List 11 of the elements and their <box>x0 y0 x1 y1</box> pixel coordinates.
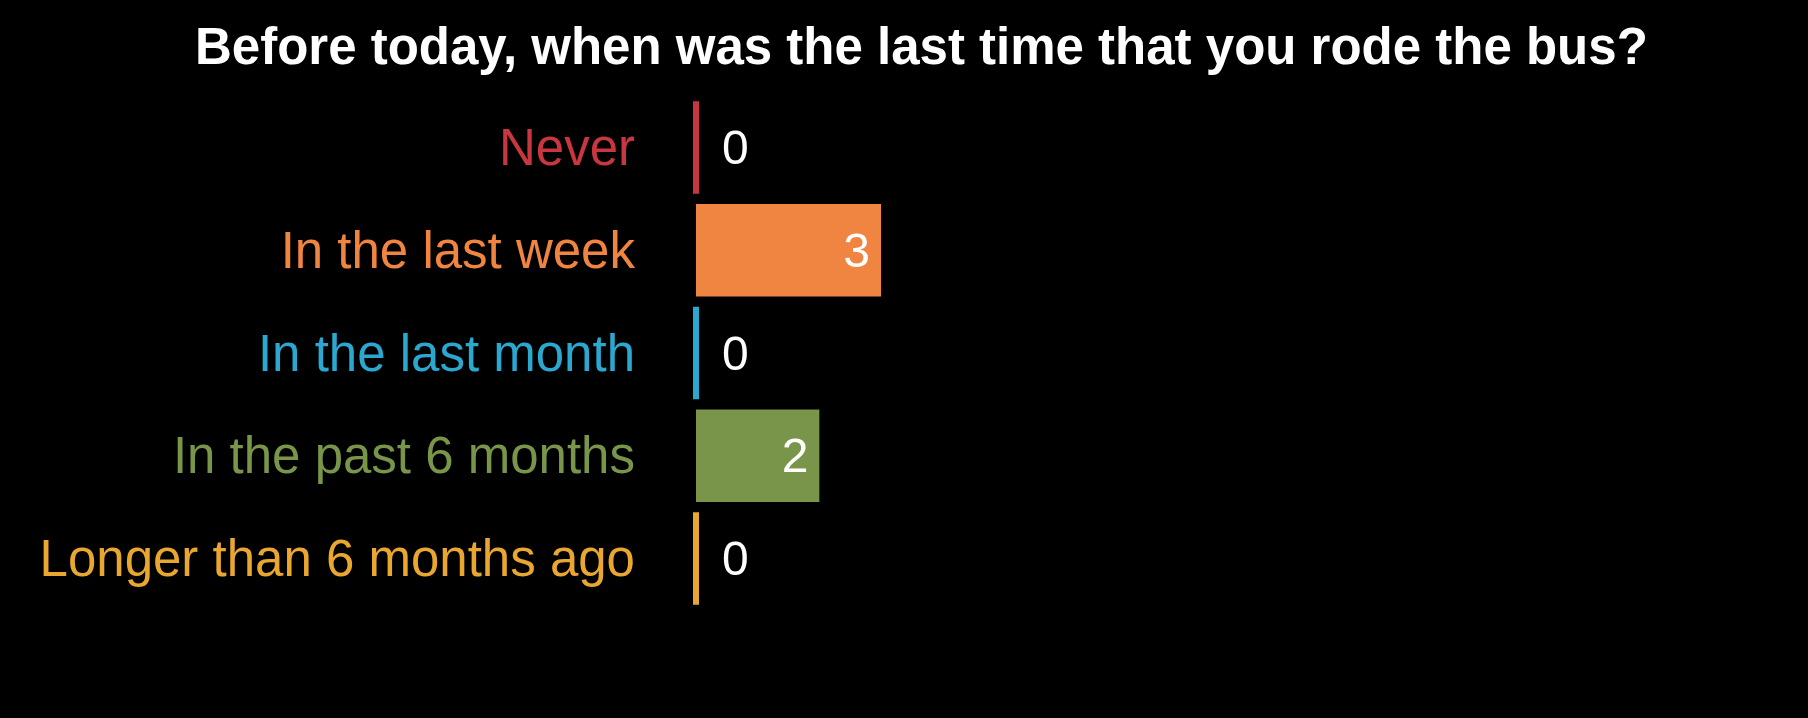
y-tick-label: In the last month <box>257 324 635 382</box>
y-tick-label: Longer than 6 months ago <box>39 530 635 588</box>
data-label: 0 <box>722 120 749 174</box>
y-tick-label: In the past 6 months <box>172 427 635 485</box>
y-tick-label: Never <box>498 118 636 176</box>
data-label: 0 <box>722 326 749 380</box>
chart-title: Before today, when was the last time that you rode the bus? <box>195 18 1648 75</box>
data-label: 3 <box>843 223 870 277</box>
data-label: 2 <box>781 429 809 483</box>
data-label: 0 <box>722 532 749 586</box>
y-tick-label: In the last week <box>280 221 636 279</box>
